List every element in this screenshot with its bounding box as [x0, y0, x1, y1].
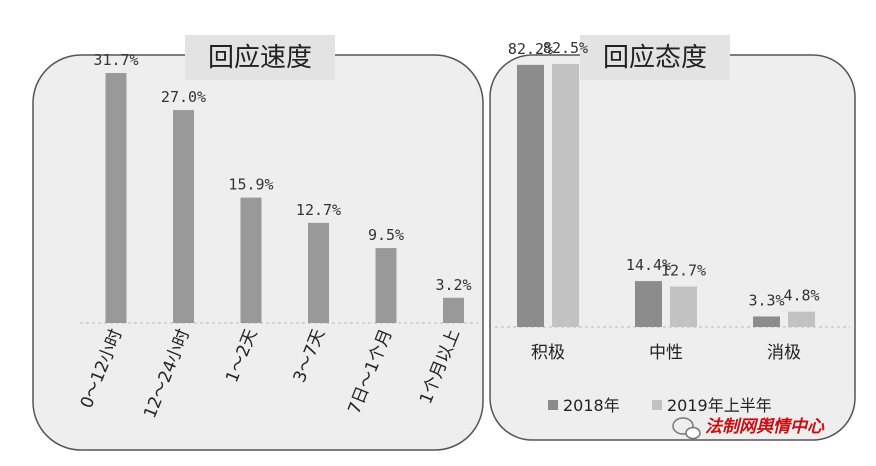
speed-value-label: 12.7%: [296, 201, 341, 219]
attitude-value-label: 14.4%: [626, 256, 671, 274]
watermark-text: 法制网舆情中心: [705, 417, 825, 437]
attitude-bar: [635, 281, 662, 327]
attitude-value-label: 3.3%: [748, 291, 784, 309]
attitude-bar: [788, 311, 815, 327]
attitude-panel: [489, 54, 856, 441]
speed-value-label: 3.2%: [435, 276, 471, 294]
attitude-category-label: 积极: [531, 343, 565, 363]
speed-bar: [443, 297, 464, 323]
attitude-bar: [517, 64, 544, 327]
speed-title: 回应速度: [208, 43, 312, 73]
speed-bar: [308, 222, 329, 323]
legend-label-2019h1: 2019年上半年: [667, 396, 772, 415]
attitude-bar: [670, 286, 697, 327]
attitude-bars: 82.2%82.5% 积极 14.4%12.7% 中性 3.3%4.8% 消极: [508, 39, 820, 363]
attitude-value-label: 82.5%: [543, 39, 588, 57]
legend-label-2018: 2018年: [563, 396, 620, 415]
wechat-icon: [672, 417, 701, 440]
attitude-value-label: 4.8%: [783, 287, 819, 305]
speed-value-label: 15.9%: [228, 176, 273, 194]
speed-value-label: 31.7%: [93, 51, 138, 69]
legend-swatch-2018: [548, 400, 558, 410]
attitude-bar: [552, 63, 579, 328]
speed-value-label: 27.0%: [161, 88, 206, 106]
speed-bar: [105, 73, 127, 323]
attitude-category-label: 中性: [649, 343, 683, 363]
speed-bar: [375, 248, 397, 323]
attitude-category-label: 消极: [767, 343, 801, 363]
speed-bar: [173, 110, 194, 323]
legend-swatch-2019h1: [652, 400, 662, 410]
speed-value-label: 9.5%: [368, 226, 404, 244]
attitude-title: 回应态度: [603, 43, 707, 73]
attitude-value-label: 12.7%: [661, 262, 706, 280]
speed-bar: [240, 197, 262, 323]
attitude-title-bg: [580, 35, 730, 80]
attitude-bar: [753, 316, 780, 327]
speed-title-bg: [185, 35, 335, 80]
attitude-value-label: 82.2%: [508, 40, 553, 58]
